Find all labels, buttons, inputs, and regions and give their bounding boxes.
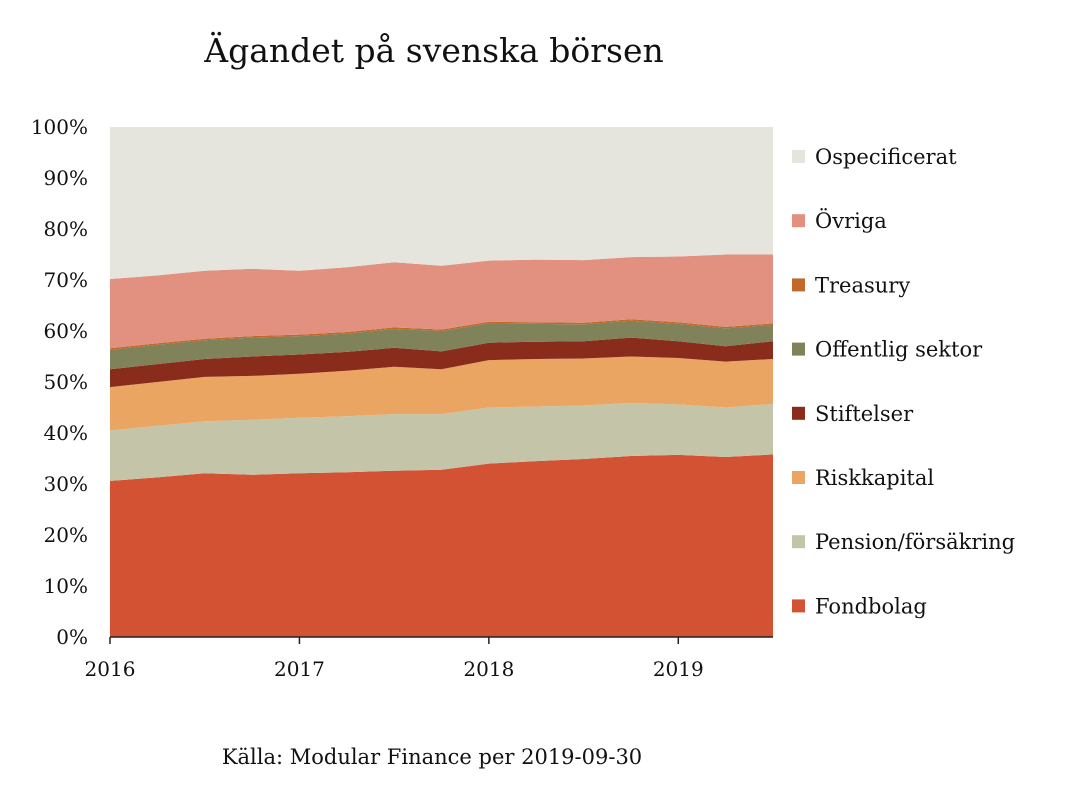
y-tick-label: 10% [44,574,88,598]
area-ospecificerat [110,127,773,279]
area-offentlig-sektor [110,320,773,370]
legend-swatch [792,471,805,484]
x-tick-label: 2016 [85,657,136,681]
legend-swatch [792,214,805,228]
legend-item: Pension/försäkring [792,530,1015,554]
legend-label: Fondbolag [815,594,927,618]
legend-item: Övriga [792,208,887,233]
y-tick-label: 0% [56,625,88,649]
legend-item: Riskkapital [792,466,934,490]
x-tick-label: 2019 [653,657,704,681]
legend-swatch [792,342,805,356]
legend-label: Offentlig sektor [815,338,983,362]
y-tick-label: 60% [44,319,88,343]
area--vriga [110,254,773,349]
legend-swatch [792,535,805,549]
chart-title: Ägandet på svenska börsen [203,31,664,70]
legend-item: Fondbolag [792,594,927,618]
legend-swatch [792,278,805,292]
legend-item: Ospecificerat [792,145,957,169]
area-pension-f-rs-kring [110,402,773,481]
y-tick-label: 90% [44,166,88,190]
area-riskkapital [110,356,773,431]
legend-label: Riskkapital [815,466,934,490]
x-axis: 2016 2017 2018 2019 [85,637,704,681]
legend: Ospecificerat Övriga Treasury Offentlig sek… [792,145,1015,618]
y-tick-label: 30% [44,472,88,496]
area-fondbolag [110,454,773,637]
y-tick-label: 40% [44,421,88,445]
y-tick-label: 100% [31,115,88,139]
y-tick-label: 80% [44,217,88,241]
y-tick-label: 20% [44,523,88,547]
legend-label: Stiftelser [815,402,914,426]
legend-label: Pension/försäkring [815,530,1015,554]
y-tick-label: 70% [44,268,88,292]
legend-item: Offentlig sektor [792,338,983,362]
legend-label: Treasury [815,273,910,297]
legend-swatch [792,150,805,163]
area-stiftelser [110,337,773,388]
y-tick-label: 50% [44,370,88,394]
source-note: Källa: Modular Finance per 2019-09-30 [222,745,642,769]
legend-label: Ospecificerat [815,145,957,169]
x-tick-label: 2018 [463,657,514,681]
plot-areas [110,127,773,637]
legend-swatch [792,599,805,613]
x-tick-label: 2017 [274,657,325,681]
y-axis: 0% 10% 20% 30% 40% 50% 60% 70% 80% 90% 100% [31,115,88,649]
legend-item: Treasury [792,273,910,297]
legend-item: Stiftelser [792,402,914,426]
legend-swatch [792,406,805,420]
legend-label: Övriga [815,208,887,233]
